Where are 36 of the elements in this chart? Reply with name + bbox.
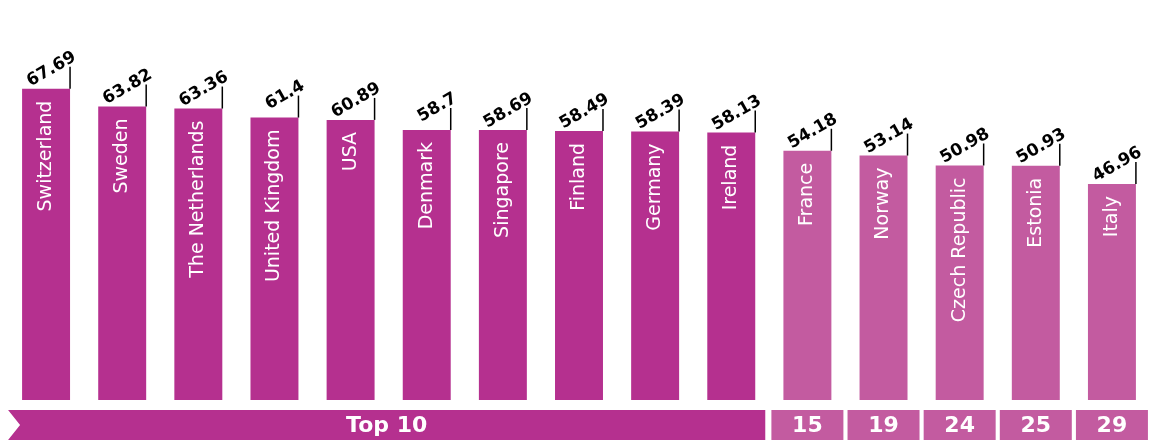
x-tick-label: France <box>794 162 817 226</box>
x-tick-label: Norway <box>870 167 893 240</box>
x-tick-label: Ireland <box>718 144 741 211</box>
bar <box>859 155 908 400</box>
text: 19 <box>868 411 899 437</box>
text: 15 <box>792 411 823 437</box>
x-tick-label: The Netherlands <box>185 120 208 279</box>
bar <box>783 150 832 400</box>
text: Top 10 <box>346 411 428 437</box>
x-tick-label: Estonia <box>1022 177 1045 248</box>
bar <box>22 88 71 400</box>
x-tick-label: Sweden <box>109 118 132 194</box>
text: 29 <box>1096 411 1128 437</box>
x-tick-label: Czech Republic <box>946 177 969 323</box>
bar <box>1087 183 1136 400</box>
bar <box>326 119 375 400</box>
text: 25 <box>1020 411 1052 437</box>
bar <box>174 108 223 400</box>
x-tick-label: Denmark <box>413 141 436 230</box>
bar <box>707 132 756 400</box>
bar <box>631 131 680 400</box>
bar <box>250 117 299 400</box>
bar <box>935 165 984 400</box>
x-tick-label: Switzerland <box>33 100 55 212</box>
x-tick-label: United Kingdom <box>261 129 284 283</box>
x-tick-label: Singapore <box>489 142 512 238</box>
x-tick-label: Germany <box>642 143 665 231</box>
x-tick-label: Italy <box>1098 195 1121 238</box>
bar <box>478 130 527 400</box>
bar <box>555 130 603 400</box>
bar <box>1011 165 1060 400</box>
bar <box>98 106 147 400</box>
x-tick-label: USA <box>337 131 360 172</box>
x-tick-label: Finland <box>565 142 588 211</box>
text: 24 <box>944 411 975 437</box>
bar <box>402 129 451 400</box>
